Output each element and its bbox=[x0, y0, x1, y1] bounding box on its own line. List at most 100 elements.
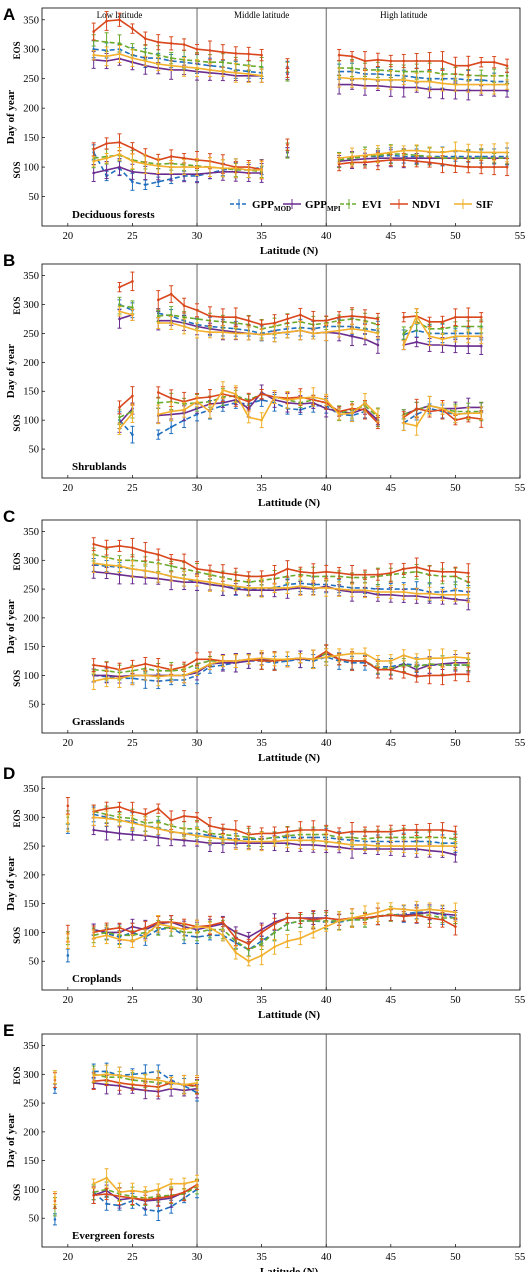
eos-point bbox=[144, 50, 147, 54]
eos-point bbox=[105, 817, 108, 820]
eos-point bbox=[234, 315, 238, 319]
panel-a: A 20 25 30 35 40 45 50 55 50 100 150 200 250 300 350 Lat… bbox=[3, 5, 525, 257]
sos-point bbox=[337, 413, 341, 416]
eos-point bbox=[286, 330, 289, 334]
sos-line bbox=[158, 389, 379, 422]
y-tick-label: 300 bbox=[23, 1070, 39, 1081]
sos-point bbox=[260, 392, 263, 396]
x-tick-label: 25 bbox=[127, 995, 138, 1006]
x-tick-label: 40 bbox=[321, 995, 332, 1006]
eos-point bbox=[131, 567, 134, 571]
sos-point bbox=[402, 671, 406, 674]
eos-point bbox=[337, 832, 341, 835]
eos-point bbox=[260, 575, 263, 578]
eos-point bbox=[428, 334, 431, 338]
sos-point bbox=[260, 954, 263, 957]
sos-point bbox=[260, 168, 263, 172]
sos-point bbox=[221, 166, 225, 170]
eos-label: EOS bbox=[12, 809, 22, 827]
sos-line bbox=[338, 159, 508, 168]
eos-point bbox=[350, 830, 354, 833]
eos-point bbox=[247, 586, 251, 590]
sos-point bbox=[182, 156, 186, 160]
panel-d: D 20 25 30 35 40 45 50 55 50 100 150 200 250 300 350 Lat… bbox=[3, 764, 525, 1021]
eos-point bbox=[156, 571, 160, 575]
sos-point bbox=[402, 158, 406, 162]
eos-point bbox=[363, 573, 367, 576]
legend-label-main: EVI bbox=[362, 199, 382, 211]
sos-point bbox=[195, 165, 199, 169]
eos-point bbox=[441, 337, 444, 341]
eos-line bbox=[339, 70, 508, 83]
sos-line bbox=[93, 650, 469, 678]
x-tick-label: 50 bbox=[450, 483, 461, 494]
sos-point bbox=[311, 658, 315, 661]
eos-point bbox=[415, 828, 418, 832]
eos-point bbox=[247, 575, 251, 578]
eos-point bbox=[273, 586, 276, 590]
eos-point bbox=[454, 837, 457, 841]
sos-point bbox=[402, 915, 406, 918]
eos-line bbox=[158, 312, 379, 335]
sos-point bbox=[311, 918, 315, 922]
y-tick-label: 150 bbox=[23, 133, 39, 144]
sos-point bbox=[428, 908, 431, 911]
x-tick-label: 35 bbox=[256, 738, 267, 749]
sos-point bbox=[273, 395, 276, 399]
y-tick-label: 50 bbox=[29, 192, 40, 203]
x-tick-label: 45 bbox=[386, 231, 397, 242]
y-tick-label: 200 bbox=[23, 104, 39, 115]
eos-point bbox=[441, 828, 444, 832]
region-label: High latitude bbox=[380, 10, 427, 20]
eos-point bbox=[144, 824, 147, 828]
x-tick-label: 25 bbox=[127, 483, 138, 494]
eos-point bbox=[169, 557, 173, 561]
eos-point bbox=[169, 313, 173, 317]
y-tick-label: 350 bbox=[23, 1041, 39, 1052]
eos-point bbox=[402, 844, 406, 848]
sos-point bbox=[118, 677, 121, 680]
sos-point bbox=[182, 665, 186, 669]
eos-point bbox=[118, 285, 121, 289]
eos-point bbox=[286, 586, 289, 590]
sos-point bbox=[156, 391, 160, 394]
x-tick-label: 20 bbox=[63, 483, 74, 494]
eos-point bbox=[363, 315, 367, 319]
eos-point bbox=[144, 569, 147, 572]
eos-point bbox=[286, 839, 289, 842]
y-tick-label: 100 bbox=[23, 163, 39, 174]
sos-point bbox=[169, 155, 173, 158]
x-tick-label: 25 bbox=[127, 1252, 138, 1263]
sos-point bbox=[144, 162, 147, 166]
sos-point bbox=[324, 398, 328, 402]
eos-point bbox=[286, 317, 289, 321]
sos-point bbox=[131, 170, 134, 174]
eos-point bbox=[144, 1071, 147, 1075]
x-tick-label: 55 bbox=[515, 231, 526, 242]
panel-letter: D bbox=[3, 764, 15, 783]
eos-point bbox=[260, 586, 263, 590]
eos-point bbox=[156, 807, 160, 810]
sos-point bbox=[441, 674, 444, 677]
eos-point bbox=[492, 60, 496, 64]
sos-point bbox=[260, 418, 263, 422]
sos-point bbox=[247, 658, 251, 661]
sos-line bbox=[119, 410, 133, 419]
x-tick-label: 55 bbox=[515, 995, 526, 1006]
eos-point bbox=[376, 68, 380, 72]
eos-point bbox=[376, 58, 380, 62]
y-tick-label: 150 bbox=[23, 387, 39, 398]
eos-point bbox=[221, 60, 225, 64]
eos-point bbox=[402, 315, 406, 319]
sos-point bbox=[363, 153, 367, 157]
eos-point bbox=[195, 579, 199, 582]
eos-point bbox=[260, 65, 263, 69]
eos-point bbox=[260, 323, 263, 327]
eos-point bbox=[247, 332, 251, 335]
eos-point bbox=[286, 66, 289, 70]
sos-point bbox=[260, 931, 263, 934]
eos-point bbox=[467, 571, 470, 575]
sos-point bbox=[208, 395, 212, 399]
eos-point bbox=[363, 329, 367, 332]
eos-point bbox=[195, 317, 199, 321]
